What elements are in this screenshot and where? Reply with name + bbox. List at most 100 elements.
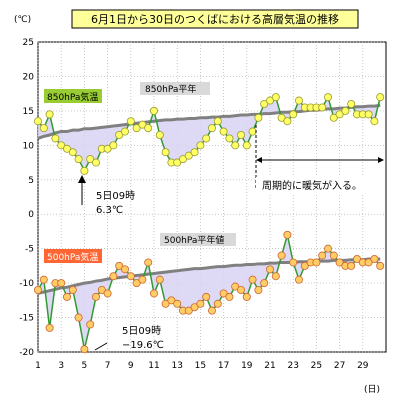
- data-point: [126, 117, 135, 126]
- normal-line: [37, 257, 381, 295]
- data-point: [242, 141, 251, 150]
- x-tick-label: 11: [148, 361, 159, 371]
- title-box: [71, 9, 359, 29]
- data-point: [86, 155, 95, 164]
- data-point: [57, 279, 66, 288]
- data-point: [39, 124, 48, 133]
- data-point: [370, 117, 379, 126]
- data-point: [248, 127, 257, 136]
- data-point: [190, 148, 199, 157]
- upper-series-layer: [34, 93, 385, 175]
- anomaly-area: [38, 97, 381, 171]
- lower-label-box: [44, 249, 102, 263]
- data-point: [225, 134, 234, 143]
- y-tick-label: -5: [25, 245, 34, 255]
- x-tick-label: 3: [58, 361, 64, 371]
- x-tick-label: 1: [35, 361, 41, 371]
- y-tick-label: 5: [28, 176, 34, 186]
- data-point: [161, 299, 170, 308]
- data-point: [161, 148, 170, 157]
- data-point: [364, 110, 373, 119]
- upper-label: 850hPa気温: [47, 91, 98, 103]
- data-point: [236, 130, 245, 139]
- data-point: [271, 93, 280, 102]
- data-point: [300, 261, 309, 270]
- data-point: [347, 261, 356, 270]
- data-point: [51, 134, 60, 143]
- data-point: [364, 258, 373, 267]
- x-tick-label: 25: [311, 361, 322, 371]
- data-point: [213, 299, 222, 308]
- data-point: [294, 275, 303, 284]
- data-point: [144, 258, 153, 267]
- y-tick-label: 20: [23, 72, 35, 82]
- x-tick-label: 15: [195, 361, 206, 371]
- data-point: [248, 275, 257, 284]
- x-tick-label: 23: [287, 361, 298, 371]
- data-point: [352, 254, 361, 263]
- data-point: [57, 141, 66, 150]
- data-point: [149, 106, 158, 115]
- data-point: [80, 345, 89, 354]
- x-tick-label: 27: [334, 361, 345, 371]
- upper-label-box: [44, 89, 102, 103]
- data-point: [242, 292, 251, 301]
- lower-label: 500hPa気温: [47, 251, 98, 263]
- data-point: [39, 275, 48, 284]
- data-point: [126, 272, 135, 281]
- y-ticks: 25 20 15 10 5 0 -5 -10 -15 -20: [19, 38, 34, 358]
- data-point: [277, 113, 286, 122]
- lower-normal-label: 500hPa平年値: [164, 234, 224, 246]
- data-point: [63, 292, 72, 301]
- data-point: [138, 275, 147, 284]
- data-point: [173, 299, 182, 308]
- data-point: [202, 134, 211, 143]
- data-point: [121, 265, 130, 274]
- data-point: [207, 306, 216, 315]
- data-point: [74, 313, 83, 322]
- data-point: [196, 299, 205, 308]
- data-point: [370, 254, 379, 263]
- data-point: [80, 166, 89, 175]
- data-point: [74, 155, 83, 164]
- y-tick-label: -20: [19, 348, 34, 358]
- data-point: [115, 130, 124, 139]
- upper-normal-label: 850hPa平年: [145, 83, 196, 95]
- y-tick-label: 15: [23, 107, 34, 117]
- data-point: [68, 285, 77, 294]
- data-point: [173, 158, 182, 167]
- data-point: [347, 100, 356, 109]
- data-point: [115, 261, 124, 270]
- data-point: [323, 93, 332, 102]
- data-point: [190, 303, 199, 312]
- data-point: [335, 110, 344, 119]
- x-ticks: 1 3 5 7 9 11 13 15 17 19 21 23 25 27 29: [35, 361, 369, 371]
- data-point: [213, 117, 222, 126]
- data-point: [92, 158, 101, 167]
- data-point: [196, 141, 205, 150]
- data-point: [289, 258, 298, 267]
- x-tick-label: 21: [264, 361, 275, 371]
- y-tick-label: -15: [19, 314, 34, 324]
- data-point: [155, 275, 164, 284]
- warm-annotation: 周期的に暖気が入る。: [262, 179, 362, 192]
- data-point: [184, 306, 193, 315]
- data-point: [207, 124, 216, 133]
- y-tick-label: -10: [19, 279, 34, 289]
- y-unit: (℃): [14, 15, 31, 25]
- data-point: [318, 251, 327, 260]
- upper-min-arrow-head: [78, 175, 86, 183]
- data-point: [236, 285, 245, 294]
- warm-text-box: [256, 177, 384, 193]
- data-point: [68, 148, 77, 157]
- data-point: [138, 120, 147, 129]
- x-tick-label: 29: [357, 361, 369, 371]
- lower-normal-label-box: [160, 233, 236, 246]
- data-point: [103, 289, 112, 298]
- data-point: [184, 151, 193, 160]
- x-tick-label: 13: [171, 361, 182, 371]
- lower-series-layer: [34, 230, 385, 354]
- lower-min-annotation-value: −19.6℃: [122, 340, 164, 351]
- data-point: [45, 110, 54, 119]
